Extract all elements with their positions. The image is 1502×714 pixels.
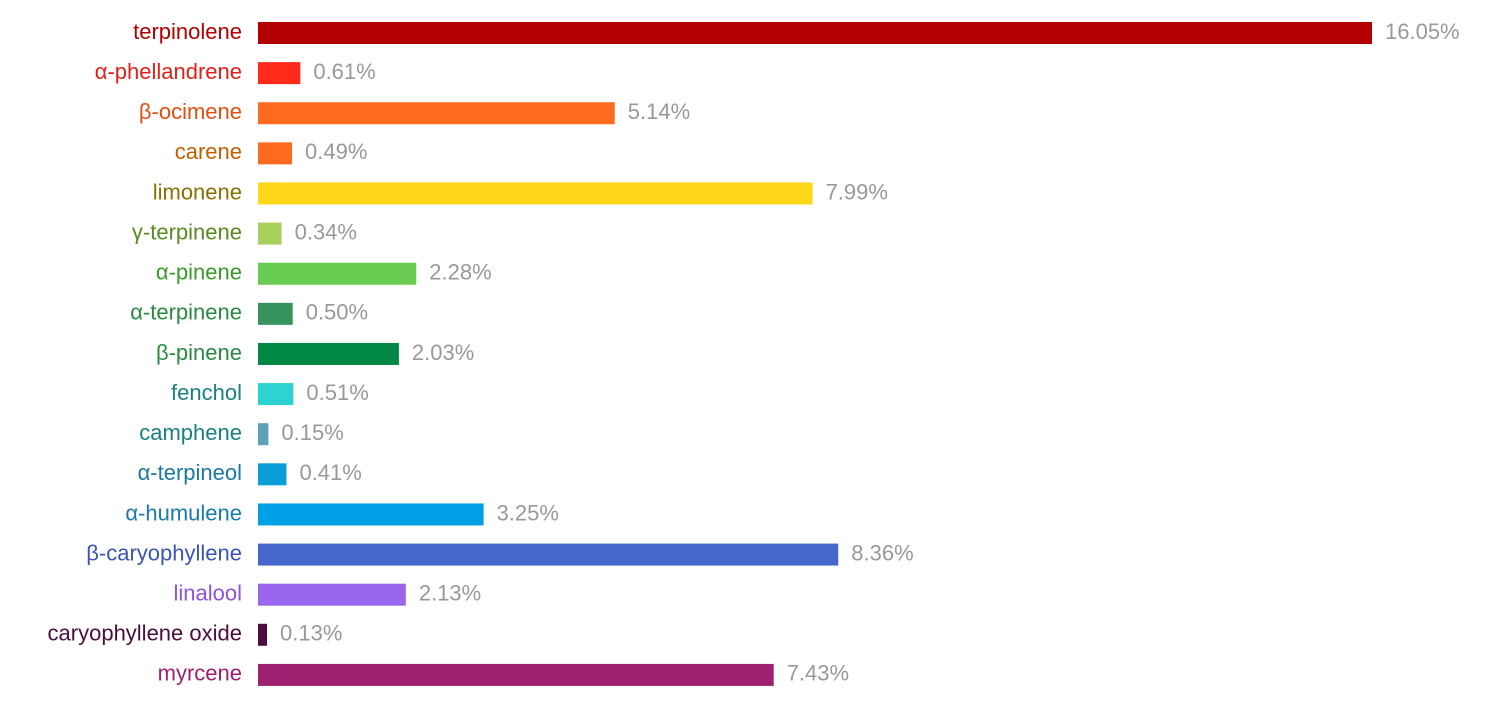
bar bbox=[258, 342, 399, 365]
value-label: 5.14% bbox=[628, 99, 690, 124]
value-label: 0.13% bbox=[280, 621, 342, 646]
bar bbox=[258, 503, 484, 526]
category-label: carene bbox=[175, 139, 242, 164]
bar bbox=[258, 62, 301, 85]
bar bbox=[258, 543, 839, 566]
bar bbox=[258, 302, 293, 325]
category-label: β-caryophyllene bbox=[86, 540, 242, 565]
category-label: β-pinene bbox=[156, 340, 242, 365]
bar bbox=[258, 182, 813, 205]
value-label: 7.43% bbox=[787, 661, 849, 686]
category-label: myrcene bbox=[158, 661, 242, 686]
bar bbox=[258, 222, 282, 245]
bar bbox=[258, 22, 1372, 44]
value-label: 0.51% bbox=[306, 380, 368, 405]
category-label: camphene bbox=[139, 420, 242, 445]
value-label: 0.41% bbox=[299, 460, 361, 485]
category-label: β-ocimene bbox=[139, 99, 242, 124]
category-label: γ-terpinene bbox=[132, 219, 242, 244]
value-label: 7.99% bbox=[826, 179, 888, 204]
category-label: α-humulene bbox=[125, 500, 242, 525]
bar bbox=[258, 463, 287, 486]
category-label: α-pinene bbox=[156, 260, 242, 285]
category-label: linalool bbox=[174, 580, 243, 605]
value-label: 0.50% bbox=[306, 300, 368, 325]
value-label: 3.25% bbox=[497, 500, 559, 525]
bar bbox=[258, 583, 406, 606]
value-label: 2.03% bbox=[412, 340, 474, 365]
category-label: limonene bbox=[153, 179, 242, 204]
value-label: 8.36% bbox=[851, 540, 913, 565]
value-label: 0.49% bbox=[305, 139, 367, 164]
value-label: 2.13% bbox=[419, 580, 481, 605]
bar bbox=[258, 142, 293, 165]
bar bbox=[258, 663, 774, 686]
category-label: α-terpineol bbox=[138, 460, 242, 485]
value-label: 0.15% bbox=[281, 420, 343, 445]
value-label: 16.05% bbox=[1385, 19, 1460, 44]
category-label: α-terpinene bbox=[130, 300, 242, 325]
category-label: α-phellandrene bbox=[95, 59, 242, 84]
category-label: caryophyllene oxide bbox=[48, 621, 242, 646]
value-label: 0.61% bbox=[313, 59, 375, 84]
value-label: 0.34% bbox=[295, 219, 357, 244]
bar bbox=[258, 102, 615, 125]
bar bbox=[258, 623, 268, 646]
category-label: fenchol bbox=[171, 380, 242, 405]
bar bbox=[258, 383, 294, 406]
category-label: terpinolene bbox=[133, 19, 242, 44]
bar bbox=[258, 262, 417, 285]
value-label: 2.28% bbox=[429, 260, 491, 285]
bar bbox=[258, 423, 269, 446]
